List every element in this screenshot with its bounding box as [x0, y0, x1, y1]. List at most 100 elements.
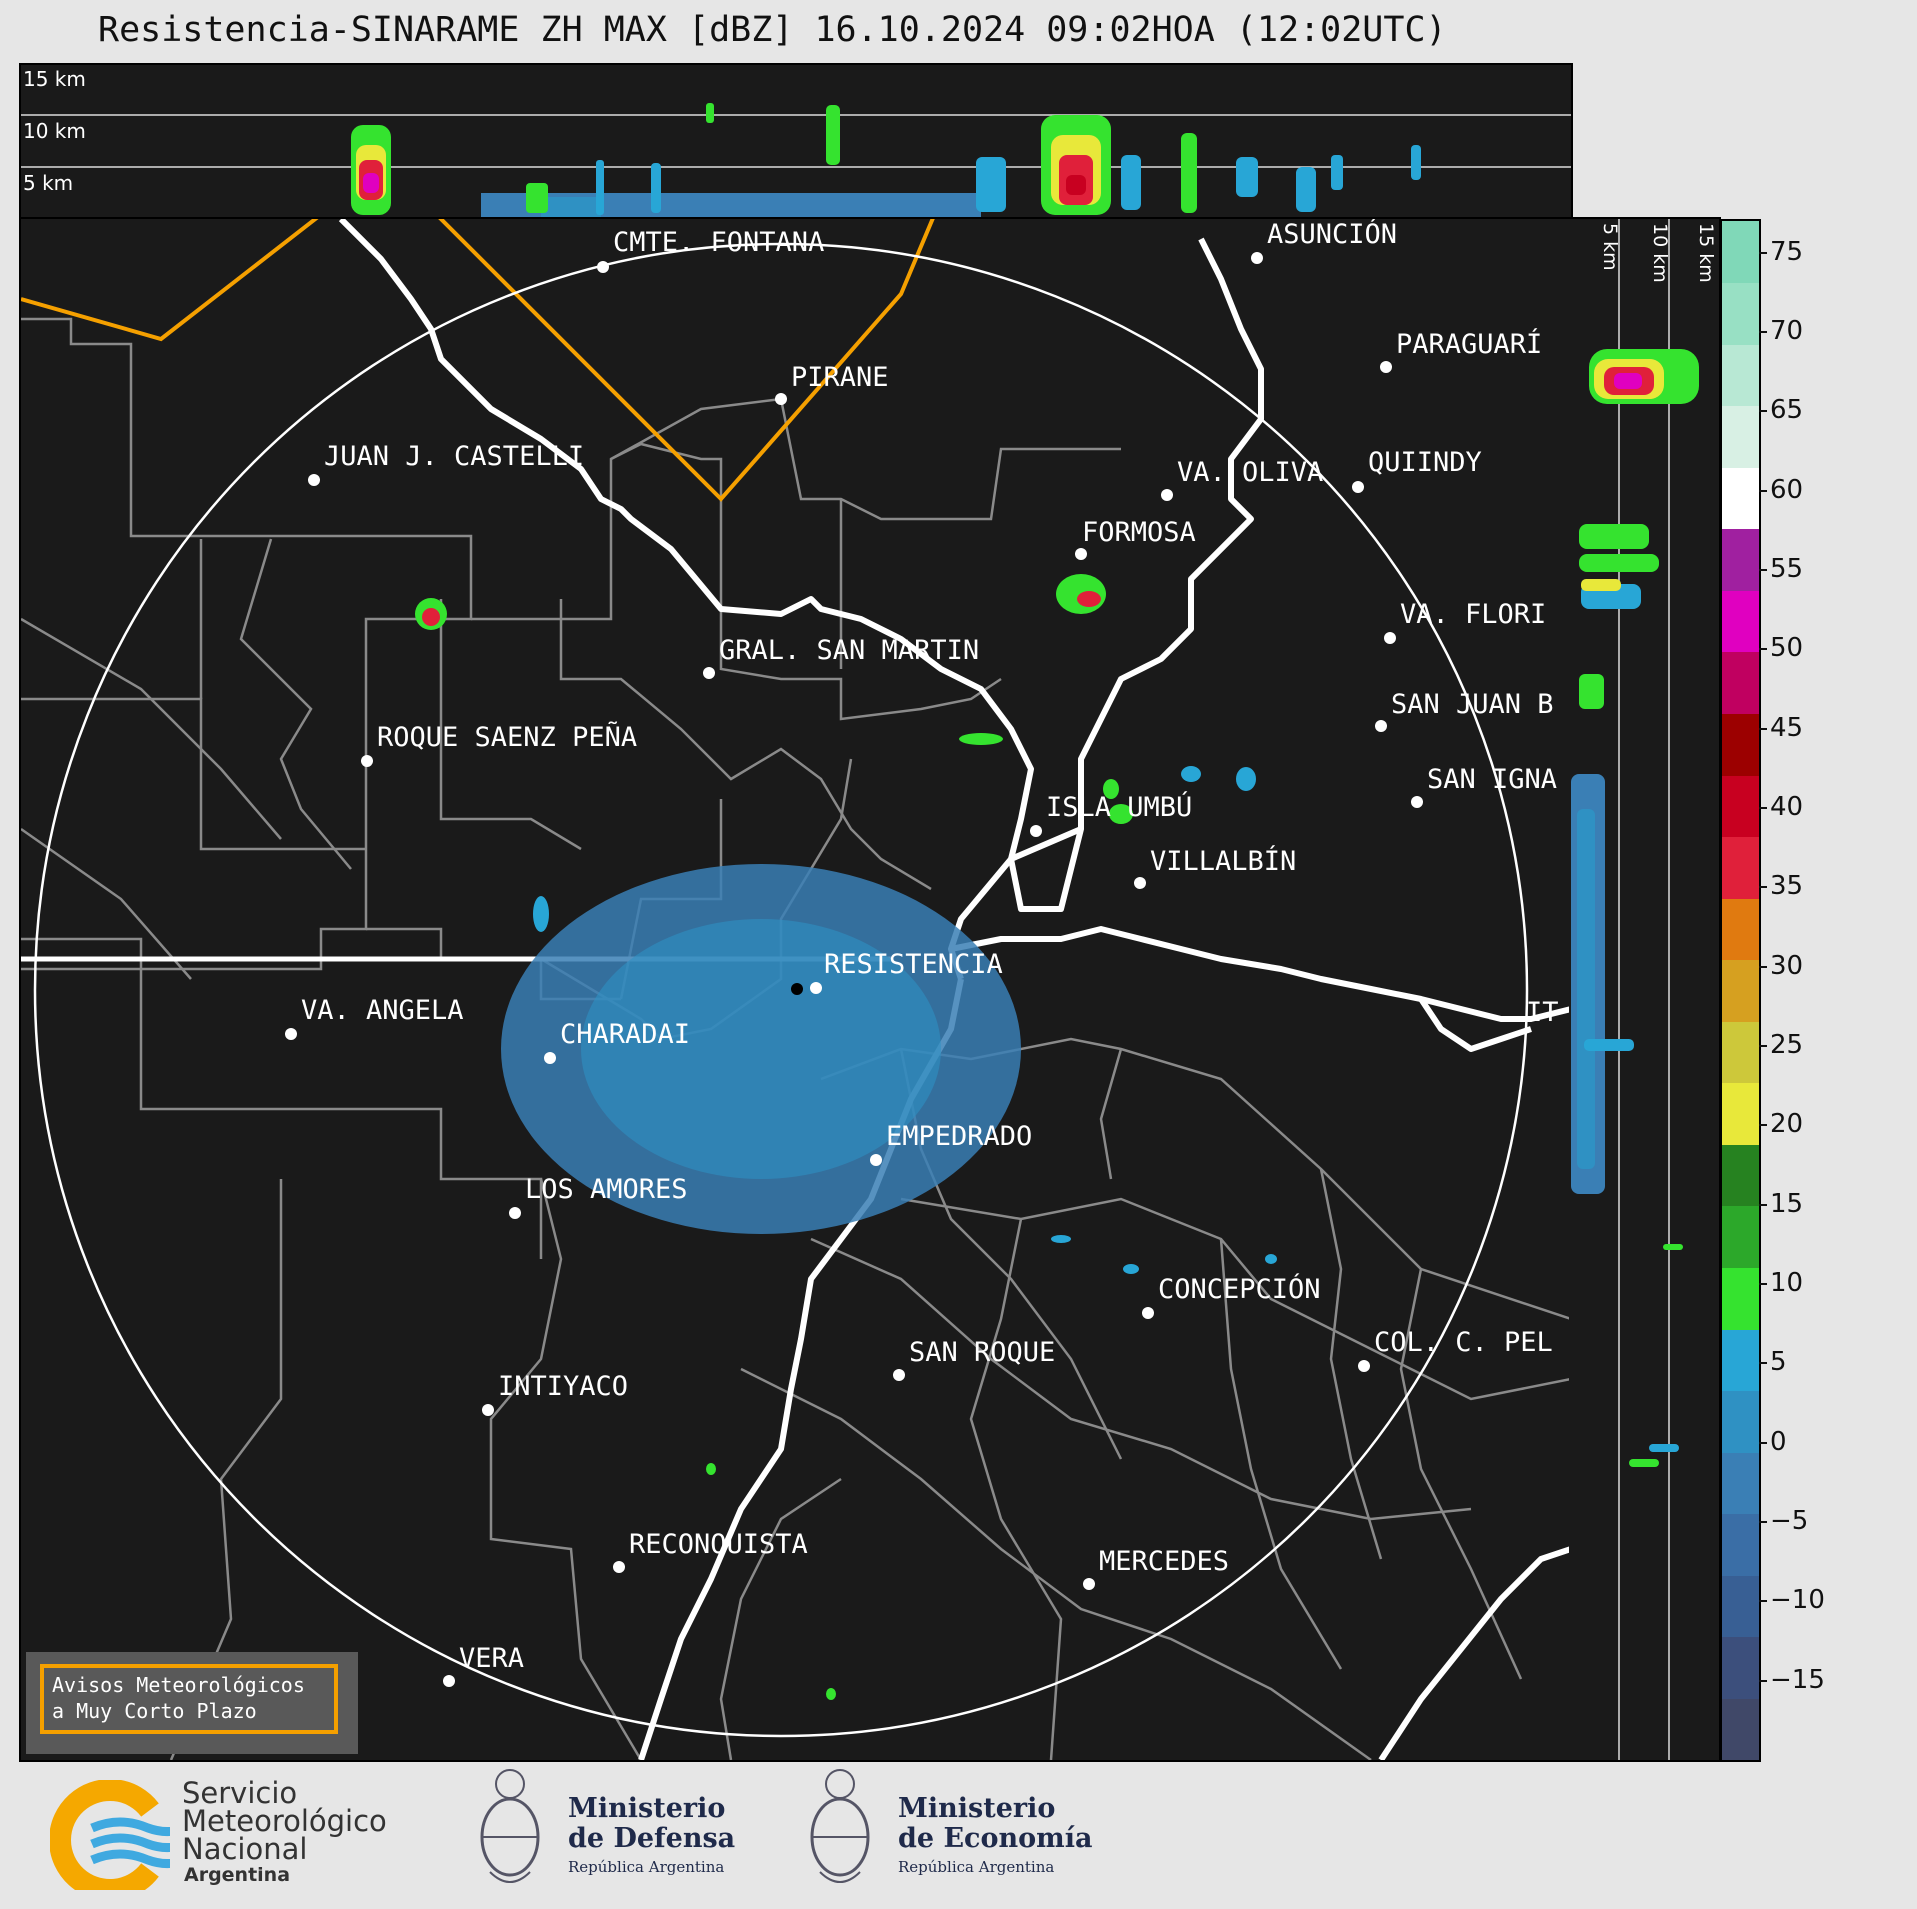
- colorbar-tick-mark: [1759, 1521, 1767, 1523]
- colorbar-tick-mark: [1759, 1362, 1767, 1365]
- colorbar-tick-mark: [1759, 569, 1767, 572]
- colorbar-segment: [1722, 221, 1759, 284]
- city-label: RECONQUISTA: [629, 1529, 808, 1560]
- smn-logo: Servicio Meteorológico Nacional Argentin…: [50, 1776, 410, 1896]
- colorbar-tick-label: 55: [1770, 554, 1804, 585]
- city-label: SAN IGNA: [1427, 764, 1558, 795]
- defensa-line-3: República Argentina: [568, 1858, 725, 1876]
- city-label: CHARADAI: [560, 1019, 691, 1050]
- warning-box[interactable]: Avisos Meteorológicos a Muy Corto Plazo: [26, 1652, 358, 1754]
- admin-boundaries: [21, 317, 1571, 1760]
- colorbar-tick-label: 15: [1770, 1188, 1804, 1219]
- city-label: CMTE. FONTANA: [613, 227, 825, 258]
- colorbar-segment: [1722, 528, 1759, 591]
- colorbar-tick-mark: [1759, 1283, 1767, 1286]
- colorbar-tick-label: 20: [1770, 1109, 1804, 1140]
- colorbar-segment: [1722, 775, 1759, 838]
- height-label-10km: 10 km: [23, 119, 86, 143]
- side-height-profile: [1571, 219, 1699, 1760]
- side-height-label-5km: 5 km: [1599, 223, 1621, 271]
- city-label: VILLALBÍN: [1150, 846, 1297, 877]
- colorbar-tick-mark: [1759, 331, 1767, 334]
- colorbar-tick-label: 30: [1770, 950, 1804, 981]
- warning-line-1: Avisos Meteorológicos: [52, 1673, 305, 1697]
- city-label: VA. OLIVA: [1177, 457, 1324, 488]
- colorbar-tick-mark: [1759, 1203, 1767, 1206]
- city-label: GRAL. SAN MARTIN: [719, 635, 980, 666]
- smn-line-3: Nacional: [182, 1832, 308, 1866]
- orange-borders: [21, 219, 935, 502]
- colorbar-tick-label: 60: [1770, 474, 1804, 505]
- city-dots: [285, 252, 1423, 1687]
- colorbar-segment: [1722, 1144, 1759, 1207]
- colorbar-tick-mark: [1759, 1441, 1767, 1444]
- smn-line-2: Meteorológico: [182, 1804, 387, 1838]
- city-label: MERCEDES: [1099, 1546, 1230, 1577]
- colorbar-segment: [1722, 282, 1759, 345]
- smn-line-1: Servicio: [182, 1776, 298, 1810]
- city-label: SAN ROQUE: [909, 1337, 1056, 1368]
- defensa-logo: Ministerio de Defensa República Argentin…: [470, 1762, 750, 1902]
- economia-line-3: República Argentina: [898, 1858, 1055, 1876]
- colorbar-segment: [1722, 1698, 1759, 1761]
- colorbar-segment: [1722, 344, 1759, 407]
- city-label: SAN JUAN B: [1391, 689, 1554, 720]
- colorbar-segment: [1722, 1575, 1759, 1638]
- colorbar-tick-mark: [1759, 886, 1767, 889]
- colorbar-tick-mark: [1759, 965, 1767, 968]
- side-height-panel: 5 km 10 km 15 km: [1569, 217, 1721, 1762]
- top-height-panel: 15 km 10 km 5 km: [19, 63, 1573, 221]
- smn-line-4: Argentina: [184, 1864, 291, 1886]
- colorbar-segment: [1722, 1205, 1759, 1268]
- colorbar-tick-label: −15: [1770, 1664, 1825, 1695]
- radar-site: [791, 983, 803, 995]
- city-label: CONCEPCIÓN: [1158, 1274, 1321, 1305]
- city-label: ROQUE SAENZ PEÑA: [377, 722, 638, 753]
- city-label: ISLA UMBÚ: [1046, 792, 1193, 823]
- colorbar-tick-mark: [1759, 727, 1767, 730]
- coat-of-arms-icon: [480, 1769, 540, 1883]
- colorbar-segment: [1722, 1267, 1759, 1330]
- city-label: RESISTENCIA: [824, 949, 1003, 980]
- city-label: JUAN J. CASTELLI: [324, 441, 585, 472]
- colorbar-tick-mark: [1759, 807, 1767, 810]
- city-label: PIRANE: [791, 362, 889, 393]
- colorbar-segment: [1722, 1329, 1759, 1392]
- radar-echoes: [415, 574, 1277, 1700]
- city-label: ASUNCIÓN: [1267, 219, 1398, 250]
- colorbar-segment: [1722, 713, 1759, 776]
- colorbar-segment: [1722, 1390, 1759, 1453]
- colorbar-tick-label: 50: [1770, 633, 1804, 664]
- colorbar-segment: [1722, 898, 1759, 961]
- colorbar-tick-label: 75: [1770, 236, 1804, 267]
- colorbar-segment: [1722, 405, 1759, 468]
- colorbar-tick-label: 70: [1770, 316, 1804, 347]
- colorbar-tick-label: −5: [1770, 1506, 1809, 1536]
- colorbar-tick-mark: [1759, 489, 1767, 492]
- defensa-line-1: Ministerio: [568, 1793, 726, 1824]
- colorbar-segment: [1722, 836, 1759, 899]
- economia-line-2: de Economía: [898, 1823, 1093, 1854]
- range-ring: [33, 242, 1529, 1738]
- city-label: QUIINDY: [1368, 447, 1482, 478]
- colorbar-tick-mark: [1759, 1045, 1767, 1048]
- height-label-5km: 5 km: [23, 171, 74, 195]
- city-label: VA. FLORI: [1400, 599, 1547, 630]
- colorbar-segment: [1722, 1082, 1759, 1145]
- colorbar-tick-mark: [1759, 1679, 1767, 1682]
- colorbar-segment: [1722, 467, 1759, 530]
- city-label: IT: [1526, 997, 1559, 1028]
- colorbar-segment: [1722, 1452, 1759, 1515]
- map-canvas: [21, 219, 1571, 1760]
- colorbar-tick-mark: [1759, 648, 1767, 651]
- colorbar-tick-label: 35: [1770, 871, 1804, 902]
- colorbar-tick-mark: [1759, 251, 1767, 254]
- colorbar-segment: [1722, 1513, 1759, 1576]
- colorbar-segment: [1722, 1636, 1759, 1699]
- side-height-label-15km: 15 km: [1695, 223, 1717, 283]
- colorbar: [1720, 219, 1761, 1762]
- economia-logo: Ministerio de Economía República Argenti…: [800, 1762, 1100, 1902]
- colorbar-tick-label: 10: [1770, 1268, 1804, 1299]
- colorbar-tick-label: 25: [1770, 1030, 1804, 1061]
- side-height-label-10km: 10 km: [1649, 223, 1671, 283]
